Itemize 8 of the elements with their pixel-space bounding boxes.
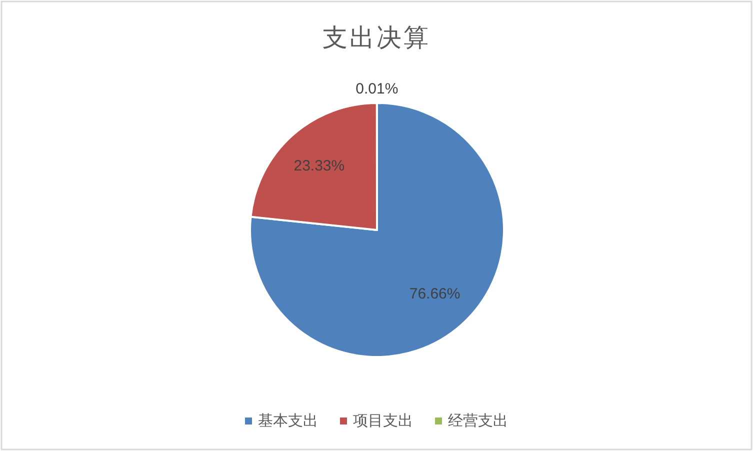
pie-slice [249,102,505,358]
legend-label: 经营支出 [448,412,508,430]
legend-label: 项目支出 [353,412,413,430]
legend-label: 基本支出 [258,412,318,430]
data-label: 0.01% [356,80,398,98]
data-label: 23.33% [294,157,345,174]
data-label: 76.66% [409,286,460,303]
chart-title: 支出决算 [322,24,430,52]
